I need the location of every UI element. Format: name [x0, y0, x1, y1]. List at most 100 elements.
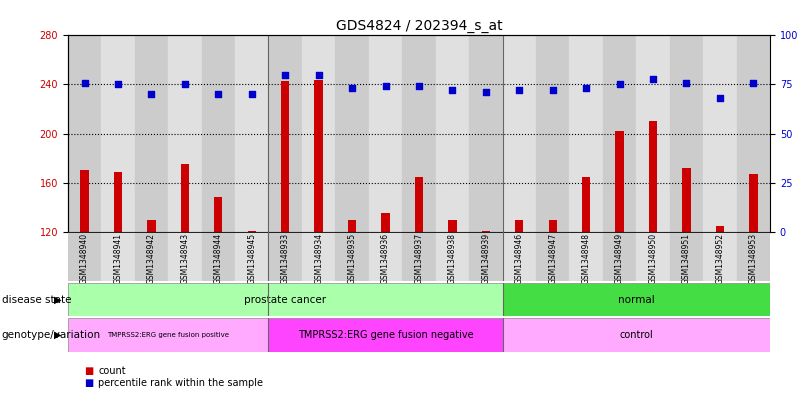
- Bar: [469, 232, 503, 281]
- Bar: [202, 232, 235, 281]
- Bar: [235, 232, 268, 281]
- Title: GDS4824 / 202394_s_at: GDS4824 / 202394_s_at: [336, 19, 502, 33]
- Bar: [302, 232, 335, 281]
- Bar: [335, 35, 369, 232]
- Bar: [281, 81, 290, 232]
- Bar: [68, 35, 101, 232]
- Bar: [602, 232, 636, 281]
- Text: GSM1348950: GSM1348950: [649, 233, 658, 284]
- Bar: [536, 35, 570, 232]
- Point: [646, 75, 659, 82]
- Text: prostate cancer: prostate cancer: [244, 295, 326, 305]
- Bar: [247, 231, 256, 232]
- Text: GSM1348943: GSM1348943: [180, 233, 189, 284]
- Bar: [235, 35, 268, 232]
- Text: GSM1348935: GSM1348935: [348, 233, 357, 284]
- Bar: [348, 220, 356, 232]
- Bar: [570, 232, 602, 281]
- Bar: [649, 121, 658, 232]
- Text: GSM1348947: GSM1348947: [548, 233, 557, 284]
- Bar: [482, 231, 490, 232]
- Text: TMPRSS2:ERG gene fusion negative: TMPRSS2:ERG gene fusion negative: [298, 330, 473, 340]
- Text: GSM1348939: GSM1348939: [481, 233, 490, 284]
- Bar: [536, 232, 570, 281]
- Bar: [268, 232, 302, 281]
- Text: GSM1348949: GSM1348949: [615, 233, 624, 284]
- Bar: [582, 176, 591, 232]
- Bar: [135, 232, 168, 281]
- Point: [279, 72, 291, 78]
- Bar: [737, 232, 770, 281]
- Bar: [716, 226, 724, 232]
- Point: [145, 91, 158, 97]
- Bar: [335, 232, 369, 281]
- Bar: [101, 232, 135, 281]
- Bar: [148, 220, 156, 232]
- Point: [112, 81, 124, 88]
- Point: [413, 83, 425, 90]
- Point: [312, 72, 325, 78]
- Text: percentile rank within the sample: percentile rank within the sample: [98, 378, 263, 388]
- Bar: [636, 232, 670, 281]
- Point: [179, 81, 192, 88]
- Text: ▶: ▶: [54, 330, 61, 340]
- Point: [212, 91, 225, 97]
- Bar: [114, 172, 122, 232]
- Bar: [202, 35, 235, 232]
- Text: GSM1348951: GSM1348951: [682, 233, 691, 284]
- Bar: [314, 79, 323, 232]
- Bar: [703, 35, 737, 232]
- Bar: [214, 197, 223, 232]
- Text: ■: ■: [84, 378, 93, 388]
- Text: GSM1348942: GSM1348942: [147, 233, 156, 284]
- Bar: [168, 35, 202, 232]
- Bar: [302, 35, 335, 232]
- Text: GSM1348938: GSM1348938: [448, 233, 457, 284]
- Point: [346, 85, 358, 92]
- Point: [480, 89, 492, 95]
- Bar: [670, 232, 703, 281]
- Bar: [402, 232, 436, 281]
- Bar: [402, 35, 436, 232]
- Bar: [81, 171, 89, 232]
- Text: GSM1348948: GSM1348948: [582, 233, 591, 284]
- Text: GSM1348952: GSM1348952: [716, 233, 725, 284]
- Text: disease state: disease state: [2, 295, 71, 305]
- Text: GSM1348953: GSM1348953: [749, 233, 758, 284]
- Point: [446, 87, 459, 94]
- Bar: [503, 35, 536, 232]
- Bar: [570, 35, 602, 232]
- Bar: [737, 35, 770, 232]
- Text: GSM1348946: GSM1348946: [515, 233, 523, 284]
- Text: control: control: [619, 330, 654, 340]
- Bar: [369, 232, 402, 281]
- Bar: [469, 35, 503, 232]
- Bar: [548, 220, 557, 232]
- Text: GSM1348941: GSM1348941: [113, 233, 122, 284]
- Bar: [381, 213, 389, 232]
- Bar: [670, 35, 703, 232]
- Text: TMPRSS2:ERG gene fusion positive: TMPRSS2:ERG gene fusion positive: [107, 332, 229, 338]
- Bar: [503, 318, 770, 352]
- Bar: [515, 220, 523, 232]
- Point: [713, 95, 726, 101]
- Text: GSM1348934: GSM1348934: [314, 233, 323, 284]
- Bar: [602, 35, 636, 232]
- Text: GSM1348937: GSM1348937: [414, 233, 424, 284]
- Point: [513, 87, 526, 94]
- Text: genotype/variation: genotype/variation: [2, 330, 101, 340]
- Bar: [436, 35, 469, 232]
- Bar: [101, 35, 135, 232]
- Bar: [135, 35, 168, 232]
- Text: ▶: ▶: [54, 295, 61, 305]
- Bar: [503, 232, 536, 281]
- Point: [580, 85, 593, 92]
- Point: [245, 91, 258, 97]
- Point: [613, 81, 626, 88]
- Bar: [68, 232, 101, 281]
- Bar: [448, 220, 456, 232]
- Bar: [749, 174, 757, 232]
- Point: [547, 87, 559, 94]
- Bar: [636, 35, 670, 232]
- Bar: [268, 35, 302, 232]
